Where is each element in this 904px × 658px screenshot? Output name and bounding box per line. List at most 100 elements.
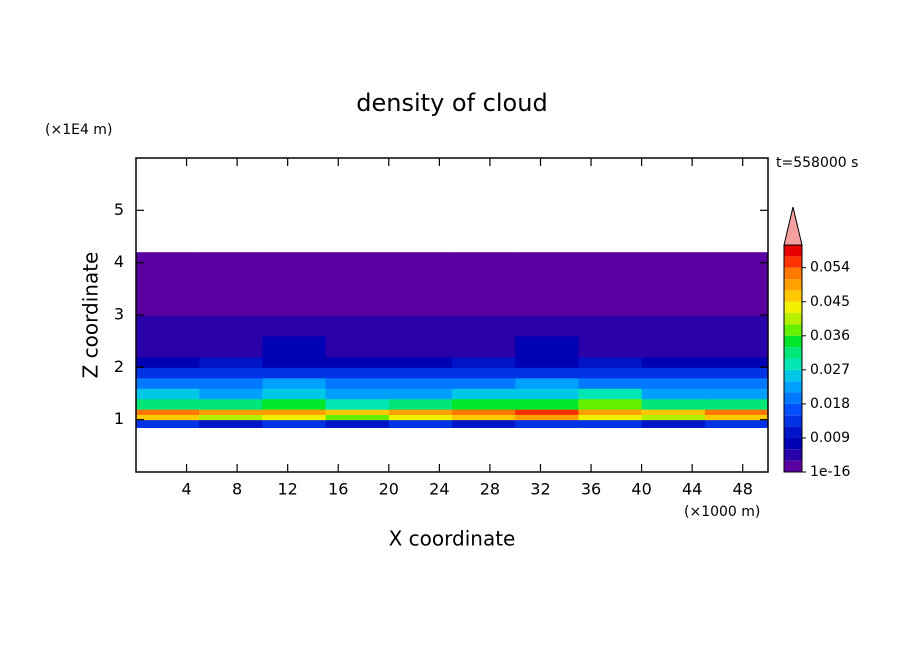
heatmap-cell bbox=[136, 252, 200, 290]
heatmap-cell bbox=[136, 335, 200, 358]
heatmap-cell bbox=[452, 409, 516, 415]
heatmap-cell bbox=[641, 315, 706, 337]
x-tick-label: 32 bbox=[530, 480, 550, 499]
heatmap-cell bbox=[136, 356, 200, 368]
heatmap-cell bbox=[199, 356, 263, 368]
heatmap-cell bbox=[641, 252, 706, 290]
heatmap-cell bbox=[578, 377, 643, 389]
colorbar-band bbox=[784, 449, 802, 461]
heatmap-cell bbox=[199, 377, 263, 389]
heatmap-cell bbox=[325, 288, 390, 316]
x-tick-label: 8 bbox=[232, 480, 242, 499]
heatmap-cell bbox=[199, 419, 263, 429]
heatmap-cell bbox=[262, 419, 327, 429]
heatmap-cell bbox=[262, 398, 327, 410]
heatmap-cell bbox=[704, 252, 769, 290]
heatmap-cell bbox=[199, 409, 263, 415]
heatmap-cell bbox=[136, 367, 200, 379]
heatmap bbox=[136, 252, 769, 429]
heatmap-cell bbox=[641, 419, 706, 429]
heatmap-cell bbox=[578, 288, 643, 316]
heatmap-cell bbox=[325, 252, 390, 290]
y-tick-label: 2 bbox=[114, 357, 124, 376]
colorbar-band bbox=[784, 358, 802, 370]
time-label: t=558000 s bbox=[776, 155, 858, 171]
heatmap-cell bbox=[704, 335, 769, 358]
heatmap-cell bbox=[388, 388, 453, 400]
heatmap-cell bbox=[704, 388, 769, 400]
heatmap-cell bbox=[452, 315, 516, 337]
heatmap-cell bbox=[136, 377, 200, 389]
colorbar-tick-label: 0.027 bbox=[810, 362, 850, 378]
x-tick-label: 20 bbox=[379, 480, 399, 499]
heatmap-cell bbox=[325, 315, 390, 337]
heatmap-cell bbox=[325, 419, 390, 429]
y-unit: (×1E4 m) bbox=[45, 122, 112, 138]
heatmap-cell bbox=[388, 335, 453, 358]
heatmap-cell bbox=[578, 414, 643, 421]
heatmap-cell bbox=[515, 377, 579, 389]
heatmap-cell bbox=[704, 315, 769, 337]
heatmap-cell bbox=[704, 356, 769, 368]
heatmap-cell bbox=[262, 315, 327, 337]
x-tick-label: 24 bbox=[429, 480, 449, 499]
colorbar-band bbox=[784, 392, 802, 404]
heatmap-cell bbox=[704, 288, 769, 316]
colorbar-band bbox=[784, 460, 802, 472]
heatmap-cell bbox=[704, 419, 769, 429]
colorbar-band bbox=[784, 290, 802, 302]
y-tick-label: 3 bbox=[114, 305, 124, 324]
heatmap-cell bbox=[515, 252, 579, 290]
heatmap-cell bbox=[578, 419, 643, 429]
y-axis-label: Z coordinate bbox=[79, 252, 103, 379]
heatmap-cell bbox=[262, 335, 327, 358]
heatmap-cell bbox=[136, 398, 200, 410]
x-unit: (×1000 m) bbox=[684, 504, 760, 520]
colorbar-band bbox=[784, 256, 802, 268]
heatmap-cell bbox=[136, 414, 200, 421]
colorbar-tick-label: 1e-16 bbox=[810, 464, 850, 480]
colorbar-tick-label: 0.036 bbox=[810, 328, 850, 344]
colorbar-band bbox=[784, 437, 802, 450]
colorbar-band bbox=[784, 245, 802, 257]
heatmap-cell bbox=[578, 388, 643, 400]
heatmap-cell bbox=[262, 356, 327, 368]
heatmap-cell bbox=[325, 356, 390, 368]
heatmap-cell bbox=[578, 252, 643, 290]
heatmap-cell bbox=[641, 409, 706, 415]
heatmap-cell bbox=[704, 409, 769, 415]
heatmap-cell bbox=[515, 367, 579, 379]
heatmap-cell bbox=[452, 252, 516, 290]
heatmap-cell bbox=[388, 288, 453, 316]
y-tick-label: 4 bbox=[114, 252, 124, 271]
heatmap-cell bbox=[262, 414, 327, 421]
heatmap-cell bbox=[388, 252, 453, 290]
heatmap-cell bbox=[325, 377, 390, 389]
colorbar-band bbox=[784, 347, 802, 359]
heatmap-cell bbox=[325, 388, 390, 400]
heatmap-cell bbox=[262, 288, 327, 316]
x-axis-label: X coordinate bbox=[389, 527, 516, 551]
heatmap-cell bbox=[325, 414, 390, 421]
heatmap-cell bbox=[641, 377, 706, 389]
heatmap-cell bbox=[515, 315, 579, 337]
heatmap-cell bbox=[641, 398, 706, 410]
heatmap-cell bbox=[199, 398, 263, 410]
heatmap-cell bbox=[452, 288, 516, 316]
heatmap-cell bbox=[578, 409, 643, 415]
heatmap-cell bbox=[515, 409, 579, 415]
heatmap-cell bbox=[452, 377, 516, 389]
heatmap-cell bbox=[325, 409, 390, 415]
heatmap-cell bbox=[136, 288, 200, 316]
heatmap-cell bbox=[325, 367, 390, 379]
heatmap-cell bbox=[199, 414, 263, 421]
colorbar-band bbox=[784, 301, 802, 314]
heatmap-cell bbox=[641, 367, 706, 379]
x-tick-label: 16 bbox=[328, 480, 348, 499]
heatmap-cell bbox=[388, 315, 453, 337]
heatmap-cell bbox=[262, 367, 327, 379]
heatmap-cell bbox=[199, 367, 263, 379]
colorbar-band bbox=[784, 279, 802, 291]
colorbar-band bbox=[784, 335, 802, 348]
x-tick-label: 4 bbox=[181, 480, 191, 499]
